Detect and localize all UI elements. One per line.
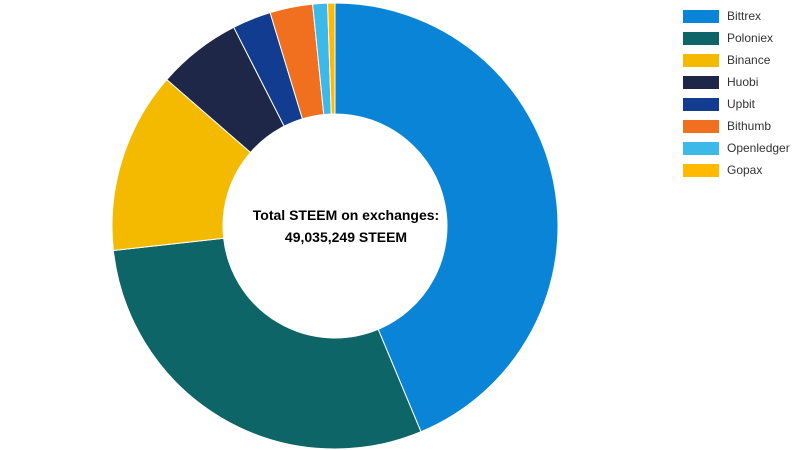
legend-swatch-bithumb [683, 120, 719, 133]
legend-label: Bittrex [727, 9, 762, 23]
pie-slice-gopax[interactable] [327, 2, 336, 115]
pie-slice-bittrex[interactable] [334, 2, 559, 433]
legend-label: Binance [727, 53, 771, 67]
legend-swatch-openledger [683, 142, 719, 155]
legend-label: Bithumb [727, 119, 772, 133]
legend-item-poloniex[interactable]: Poloniex [683, 32, 790, 45]
legend-label: Upbit [727, 97, 756, 111]
legend-label: Openledger [727, 141, 790, 155]
pie-slice-poloniex[interactable] [112, 237, 422, 450]
legend-item-binance[interactable]: Binance [683, 54, 790, 67]
legend-item-openledger[interactable]: Openledger [683, 142, 790, 155]
legend-item-gopax[interactable]: Gopax [683, 164, 790, 177]
legend-swatch-bittrex [683, 10, 719, 23]
legend-item-bithumb[interactable]: Bithumb [683, 120, 790, 133]
legend-item-bittrex[interactable]: Bittrex [683, 10, 790, 23]
chart-legend: Bittrex Poloniex Binance Huobi Upbit Bithumb O… [683, 10, 790, 186]
legend-label: Poloniex [727, 31, 774, 45]
legend-swatch-gopax [683, 164, 719, 177]
legend-swatch-huobi [683, 76, 719, 89]
legend-swatch-upbit [683, 98, 719, 111]
legend-item-huobi[interactable]: Huobi [683, 76, 790, 89]
legend-item-upbit[interactable]: Upbit [683, 98, 790, 111]
legend-swatch-poloniex [683, 32, 719, 45]
legend-swatch-binance [683, 54, 719, 67]
legend-label: Huobi [727, 75, 759, 89]
legend-label: Gopax [727, 163, 763, 177]
